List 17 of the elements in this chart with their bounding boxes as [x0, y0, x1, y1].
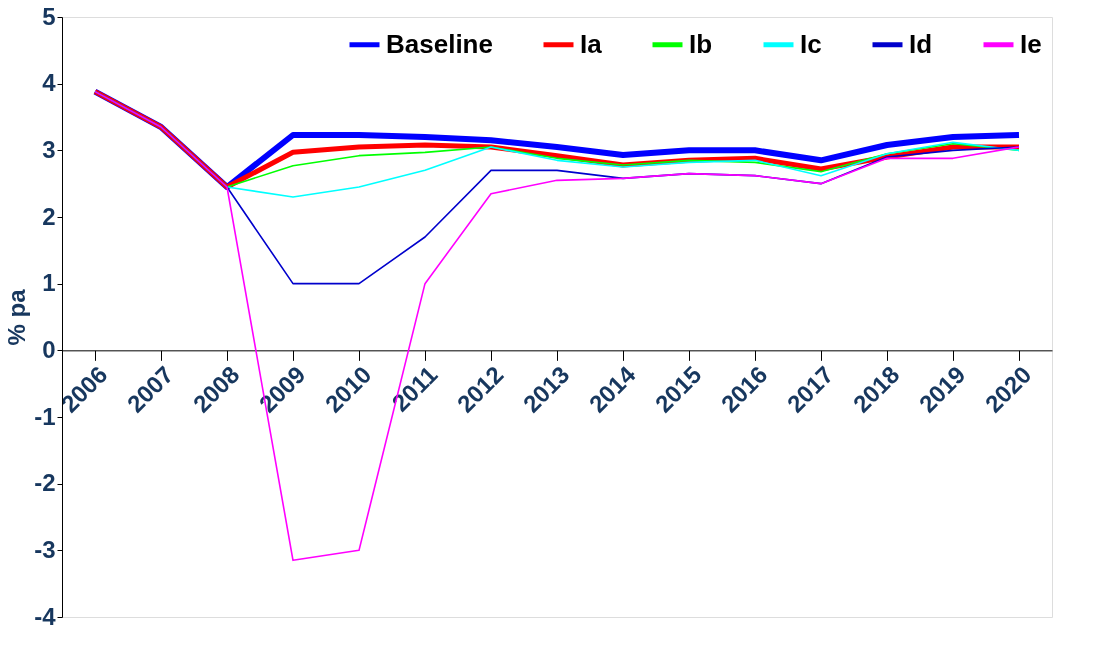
y-tick-label: -1 [34, 402, 56, 430]
y-tick-label: 2 [42, 202, 56, 230]
legend-label: Ib [689, 28, 713, 59]
y-tick-label: 0 [42, 335, 56, 363]
y-tick-label: 5 [42, 2, 56, 30]
legend-label: Ia [580, 28, 603, 59]
y-tick-label: 1 [42, 269, 56, 297]
legend-label: Baseline [386, 28, 493, 59]
legend-label: Id [909, 28, 933, 59]
y-tick-label: 3 [42, 135, 56, 163]
y-tick-label: 4 [42, 69, 57, 97]
legend-label: Ic [800, 28, 822, 59]
legend-label: Ie [1020, 28, 1042, 59]
y-tick-label: -3 [34, 535, 56, 563]
y-axis-title: % pa [3, 288, 31, 346]
y-tick-label: -2 [34, 469, 56, 497]
y-tick-label: -4 [34, 602, 57, 630]
